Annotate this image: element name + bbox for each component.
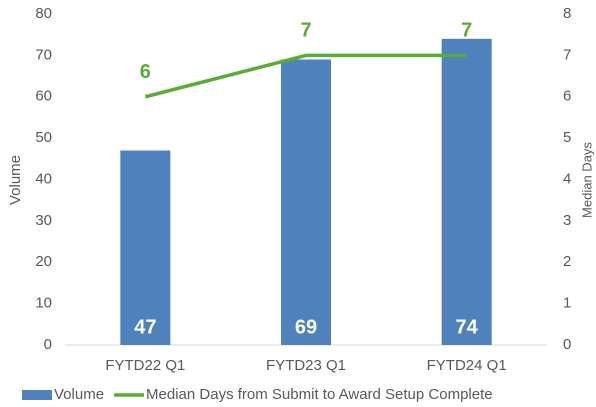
bar	[120, 150, 171, 345]
bar	[281, 59, 331, 345]
y2-tick-label: 8	[563, 5, 571, 22]
y2-tick-label: 1	[563, 295, 571, 312]
y-tick-label: 60	[35, 88, 52, 105]
y-tick-label: 40	[35, 170, 52, 187]
y-tick-label: 70	[35, 46, 52, 63]
x-tick-label: FYTD23 Q1	[266, 357, 346, 374]
legend-swatch	[22, 390, 52, 400]
y2-tick-label: 3	[563, 212, 571, 229]
y2-tick-label: 6	[563, 88, 571, 105]
line-value-label: 6	[140, 61, 151, 83]
y-tick-label: 10	[35, 295, 52, 312]
bar-value-label: 47	[134, 316, 156, 338]
y2-tick-label: 5	[563, 129, 571, 146]
y2-tick-label: 4	[563, 170, 571, 187]
legend-label: Median Days from Submit to Award Setup C…	[146, 386, 493, 403]
x-tick-label: FYTD24 Q1	[427, 357, 507, 374]
y-tick-label: 0	[44, 336, 52, 353]
y-tick-label: 50	[35, 129, 52, 146]
y2-axis-title: Median Days	[579, 142, 594, 218]
y2-tick-label: 0	[563, 336, 571, 353]
y-tick-label: 20	[35, 253, 52, 270]
line	[144, 53, 467, 99]
bar-value-label: 69	[295, 316, 317, 338]
y-tick-label: 30	[35, 212, 52, 229]
y2-tick-label: 2	[563, 253, 571, 270]
y-axis-title: Volume	[7, 155, 24, 205]
y-tick-label: 80	[35, 5, 52, 22]
line-value-label: 7	[300, 20, 311, 42]
x-tick-label: FYTD22 Q1	[105, 357, 185, 374]
legend-label: Volume	[54, 386, 104, 403]
line-value-label: 7	[461, 20, 472, 42]
bar-value-label: 74	[456, 316, 479, 338]
y2-tick-label: 7	[563, 46, 571, 63]
bar	[441, 38, 492, 345]
